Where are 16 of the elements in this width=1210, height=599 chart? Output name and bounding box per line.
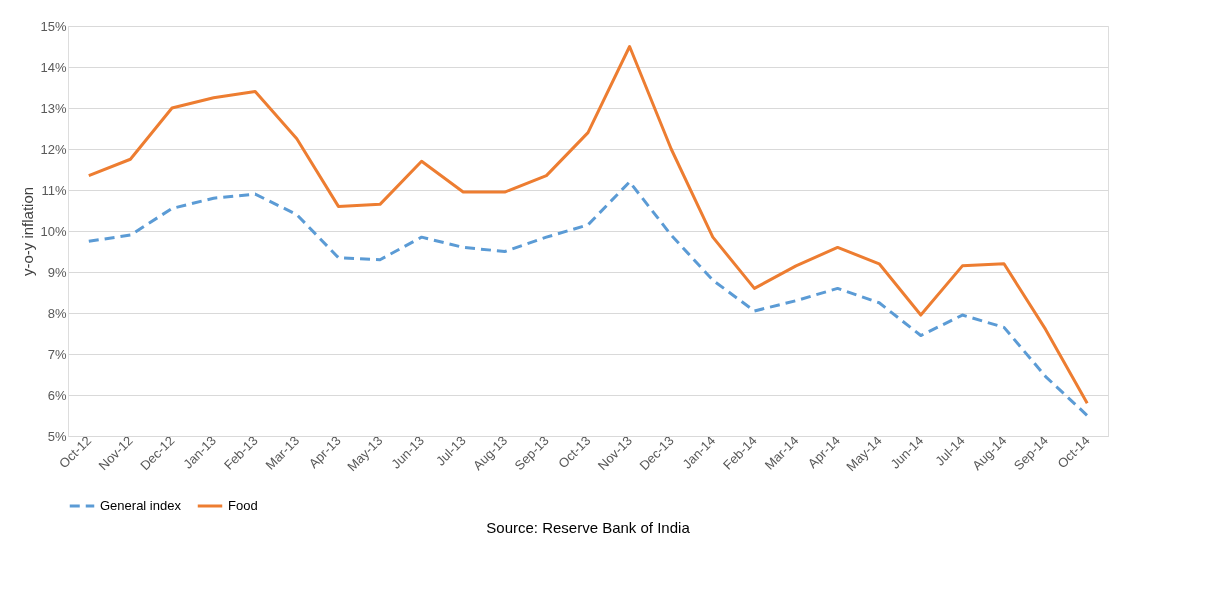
y-tick-label: 15% bbox=[40, 18, 67, 34]
y-tick-label: 14% bbox=[40, 59, 67, 75]
y-axis-title: y-o-y inflation bbox=[19, 186, 37, 277]
y-tick-label: 10% bbox=[40, 223, 67, 239]
y-tick-label: 11% bbox=[41, 182, 67, 198]
line-series bbox=[87, 180, 1089, 417]
y-tick-label: 6% bbox=[47, 387, 67, 403]
y-tick-label: 12% bbox=[40, 141, 67, 157]
legend-label: Food bbox=[228, 498, 258, 513]
line-series bbox=[87, 45, 1089, 405]
y-tick-label: 13% bbox=[40, 100, 67, 116]
y-tick-label: 7% bbox=[47, 346, 67, 362]
legend-label: General index bbox=[100, 498, 182, 513]
y-tick-label: 9% bbox=[47, 264, 67, 280]
y-tick-label: 8% bbox=[47, 305, 67, 321]
source-note: Source: Reserve Bank of India bbox=[486, 519, 691, 536]
